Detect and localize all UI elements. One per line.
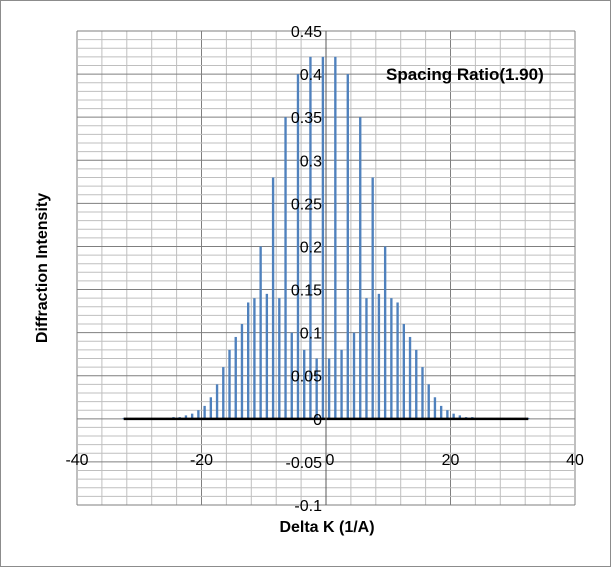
y-axis-title: Diffraction Intensity bbox=[34, 193, 51, 343]
bar bbox=[197, 410, 200, 419]
bars bbox=[122, 56, 530, 419]
axes bbox=[123, 31, 529, 505]
y-tick-label: 0.45 bbox=[291, 24, 322, 41]
y-tick-label: 0.05 bbox=[291, 369, 322, 386]
y-tick-label: 0.15 bbox=[291, 283, 322, 300]
bar bbox=[309, 56, 312, 419]
bar bbox=[234, 336, 237, 419]
bar bbox=[290, 332, 293, 419]
bar bbox=[184, 415, 188, 419]
bar bbox=[446, 410, 449, 419]
bar bbox=[240, 324, 244, 419]
bar bbox=[340, 349, 343, 419]
bar bbox=[203, 405, 206, 419]
bar bbox=[433, 397, 437, 419]
bar bbox=[402, 324, 405, 419]
x-axis-title: Delta K (1/A) bbox=[279, 519, 374, 536]
bar bbox=[259, 246, 262, 419]
bar bbox=[190, 413, 194, 419]
bar bbox=[247, 302, 250, 419]
bar bbox=[228, 349, 231, 419]
x-tick-label: 40 bbox=[566, 452, 584, 469]
bar bbox=[265, 293, 269, 419]
bar bbox=[390, 298, 393, 419]
bar bbox=[452, 413, 455, 419]
bar bbox=[278, 298, 281, 419]
bar bbox=[377, 293, 381, 419]
bar bbox=[327, 358, 331, 419]
tick-labels: -0.1-0.0500.050.10.150.20.250.30.350.40.… bbox=[65, 24, 584, 515]
x-tick-label: -20 bbox=[190, 452, 213, 469]
bar bbox=[427, 384, 430, 419]
y-tick-label: 0.4 bbox=[300, 67, 322, 84]
y-tick-label: 0.2 bbox=[300, 239, 322, 256]
bar bbox=[315, 358, 318, 419]
x-tick-label: -40 bbox=[65, 452, 88, 469]
bar bbox=[209, 397, 213, 419]
y-tick-label: 0.35 bbox=[291, 110, 322, 127]
bar bbox=[296, 74, 300, 419]
bar bbox=[253, 298, 256, 419]
bar bbox=[396, 302, 399, 419]
bar bbox=[222, 367, 225, 419]
spacing-ratio-annotation: Spacing Ratio(1.90) bbox=[386, 65, 544, 84]
bar bbox=[303, 349, 306, 419]
y-tick-label: 0.3 bbox=[300, 153, 322, 170]
bar bbox=[334, 56, 337, 419]
bar bbox=[284, 117, 287, 419]
bar bbox=[271, 177, 275, 419]
y-tick-label: 0.25 bbox=[291, 196, 322, 213]
bar bbox=[439, 405, 443, 419]
bar bbox=[421, 367, 424, 419]
y-tick-label: 0.1 bbox=[300, 326, 322, 343]
y-tick-label: -0.05 bbox=[286, 455, 323, 472]
bar bbox=[321, 56, 325, 419]
y-tick-label: 0 bbox=[313, 412, 322, 429]
bar bbox=[352, 332, 356, 419]
bar bbox=[415, 349, 418, 419]
y-tick-label: -0.1 bbox=[294, 498, 322, 515]
bar bbox=[458, 415, 462, 419]
bar bbox=[371, 177, 374, 419]
bar bbox=[365, 298, 368, 419]
bar bbox=[408, 336, 412, 419]
bar bbox=[359, 117, 362, 419]
x-tick-label: 0 bbox=[326, 452, 335, 469]
bar bbox=[383, 246, 387, 419]
bar bbox=[215, 384, 219, 419]
bar bbox=[346, 74, 349, 419]
x-tick-label: 20 bbox=[442, 452, 460, 469]
